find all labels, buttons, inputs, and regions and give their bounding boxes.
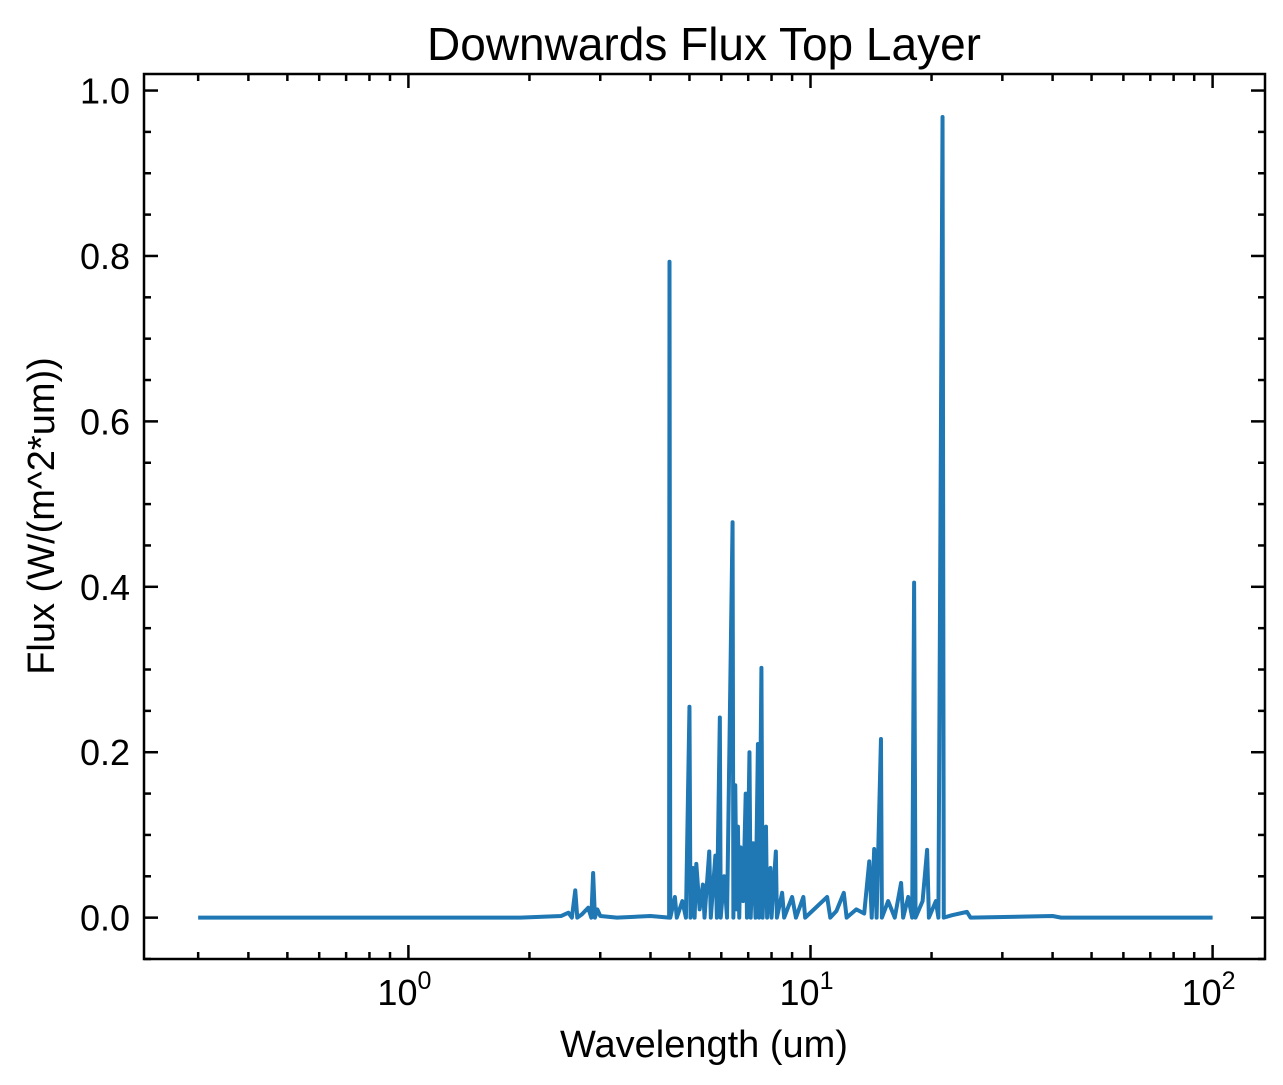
- y-tick-label: 0.4: [80, 567, 130, 608]
- flux-series-line: [198, 115, 1213, 920]
- x-axis-label: Wavelength (um): [560, 1024, 848, 1066]
- y-tick-label: 0.2: [80, 732, 130, 773]
- y-tick-label: 0.6: [80, 401, 130, 442]
- chart-title: Downwards Flux Top Layer: [427, 18, 981, 70]
- y-tick-label: 0.0: [80, 898, 130, 939]
- x-tick-label: 100: [377, 967, 431, 1013]
- y-axis-label: Flux (W/(m^2*um)): [21, 357, 63, 675]
- plot-frame: [142, 72, 1267, 961]
- tick-labels: 100 101 102 0.0 0.2 0.4 0.6 0.8 1.0: [80, 71, 1236, 1013]
- plot-lines: [198, 115, 1213, 920]
- x-tick-label: 102: [1182, 967, 1236, 1013]
- y-tick-label: 0.8: [80, 236, 130, 277]
- x-tick-label: 101: [780, 967, 834, 1013]
- y-tick-label: 1.0: [80, 71, 130, 112]
- axis-ticks: [144, 74, 1265, 961]
